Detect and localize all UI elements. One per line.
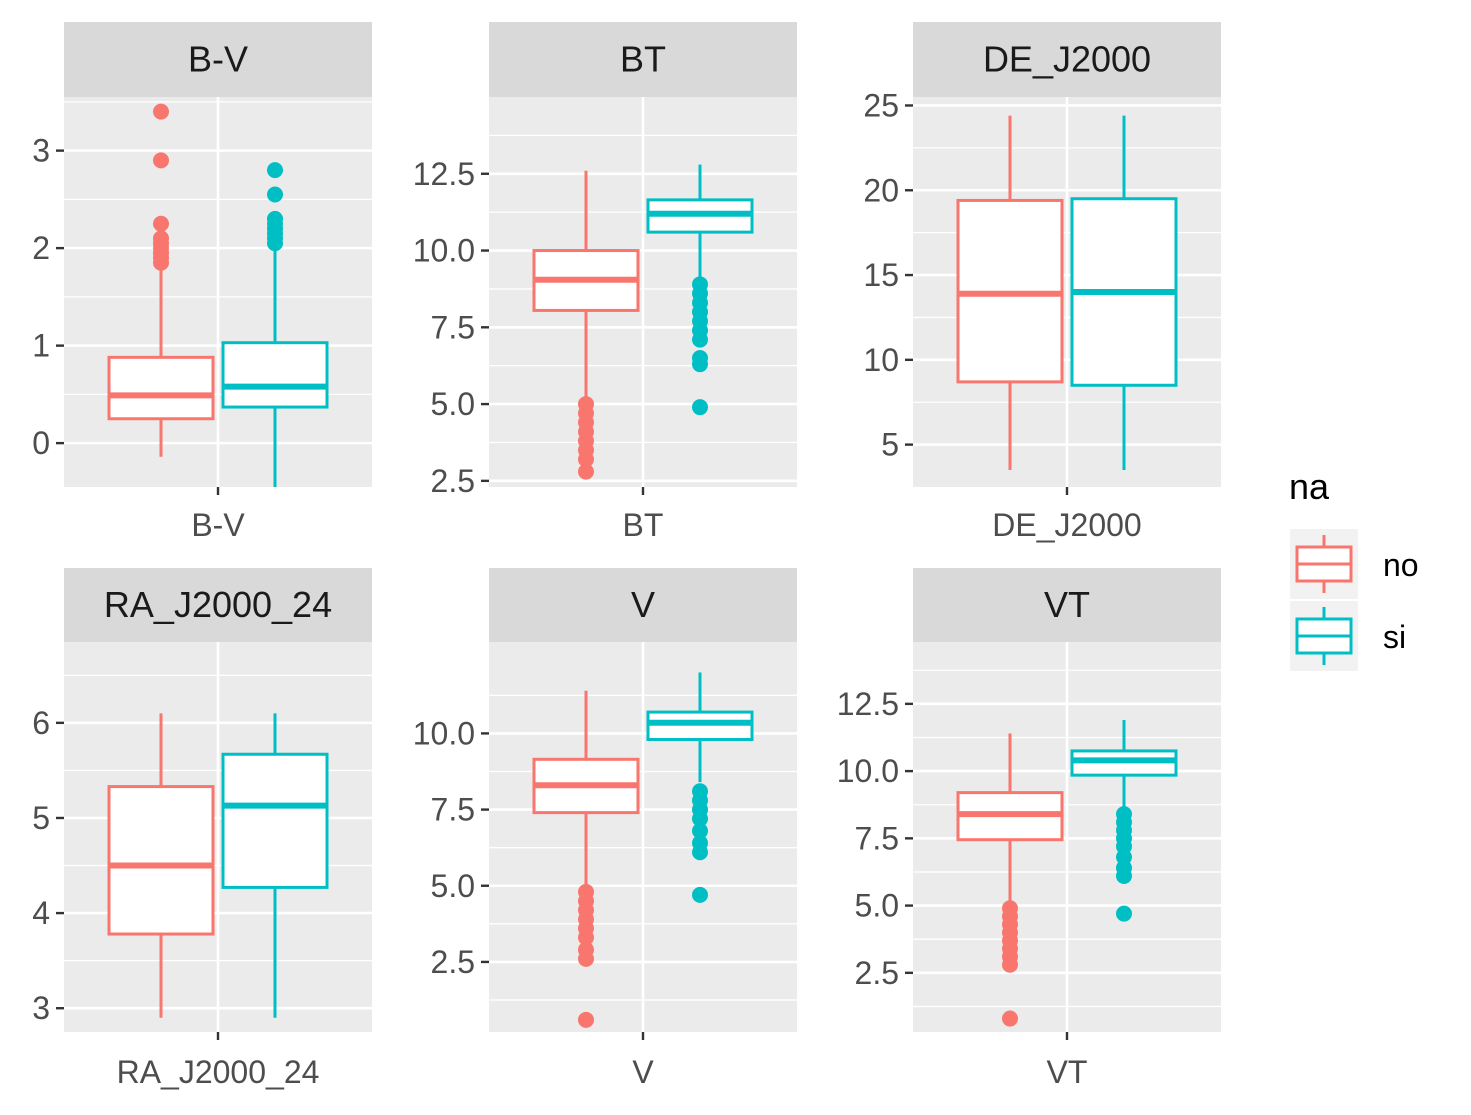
outlier-point [1116,806,1132,823]
x-tick-label: VT [1047,1054,1088,1090]
box-no [532,690,640,1028]
box-si [1070,720,1178,922]
y-tick-label: 12.5 [837,686,899,722]
box-si [646,672,754,903]
y-tick-label: 20 [863,172,899,208]
box-no [956,733,1064,1027]
box-no [532,170,640,480]
panel-strip [913,22,1221,97]
panel-strip [64,22,372,97]
panel-strip [489,568,797,642]
panel-strip [64,568,372,642]
outlier-point [267,210,283,227]
outlier-point [692,399,708,416]
y-tick-label: 10.0 [837,753,899,789]
box-si [1070,115,1178,471]
outlier-point [692,835,708,852]
box-si [221,713,329,1018]
y-tick-label: 10.0 [413,233,475,269]
x-tick-label: V [632,1054,654,1090]
strip-label: V [631,584,655,625]
y-tick-label: 5.0 [855,888,899,924]
panel-ra-j2000-24: RA_J2000_24 3 4 5 6 RA_J2000_24 [32,568,372,1090]
outlier-point [578,1011,594,1028]
y-tick-label: 5 [881,427,899,463]
outlier-point [692,822,708,839]
outlier-point [692,350,708,367]
x-tick-label: DE_J2000 [992,507,1141,543]
panel-de-j2000: DE_J2000 5 10 15 20 25 DE_J2000 [863,22,1221,543]
outlier-point [1002,1010,1018,1027]
box-iqr [107,785,215,936]
outlier-point [1116,905,1132,922]
y-tick-label: 10.0 [413,715,475,751]
outlier-point [692,886,708,903]
y-tick-label: 2.5 [431,463,475,499]
box-iqr [221,341,329,409]
y-tick-label: 25 [863,87,899,123]
x-tick-label: RA_J2000_24 [117,1054,320,1090]
y-tick-label: 0 [32,425,50,461]
outlier-point [153,152,169,169]
strip-label: DE_J2000 [983,39,1151,80]
y-tick-label: 5.0 [431,386,475,422]
strip-label: BT [620,39,666,80]
box-iqr [107,355,215,421]
panel-bt: BT 2.5 5.0 7.5 10.0 12.5 BT [413,22,797,543]
box-iqr [646,710,754,741]
outlier-point [1002,900,1018,917]
y-tick-label: 7.5 [855,820,899,856]
y-tick-label: 5 [32,800,50,836]
y-tick-label: 10 [863,342,899,378]
y-tick-label: 2 [32,230,50,266]
y-tick-label: 12.5 [413,156,475,192]
y-tick-label: 3 [32,133,50,169]
x-tick-label: B-V [191,507,245,543]
outlier-point [267,186,283,203]
outlier-point [578,463,594,480]
box-no [107,103,215,457]
box-si [221,162,329,487]
y-tick-label: 2.5 [431,944,475,980]
panel-strip [913,568,1221,642]
panel-b-v: B-V 0 1 2 3 B-V [32,22,372,543]
strip-label: RA_J2000_24 [104,584,332,625]
y-tick-label: 2.5 [855,955,899,991]
panel-v: V 2.5 5.0 7.5 10.0 V [413,568,797,1090]
legend-entry-si: si [1290,601,1406,671]
outlier-point [153,230,169,247]
outlier-point [153,103,169,120]
legend-label: si [1383,619,1406,655]
strip-label: VT [1044,584,1090,625]
y-tick-label: 1 [32,328,50,364]
outlier-point [267,162,283,179]
y-tick-label: 5.0 [431,868,475,904]
box-no [956,115,1064,471]
x-tick-label: BT [623,507,664,543]
y-tick-label: 4 [32,895,50,931]
y-tick-label: 7.5 [431,792,475,828]
box-no [107,713,215,1018]
box-iqr [221,752,329,889]
legend-entry-no: no [1290,529,1419,599]
legend: na no si [1289,466,1419,671]
y-tick-label: 6 [32,705,50,741]
panel-strip [489,22,797,97]
strip-label: B-V [188,39,248,80]
outlier-point [153,215,169,232]
y-tick-label: 7.5 [431,309,475,345]
y-tick-label: 15 [863,257,899,293]
legend-label: no [1383,547,1419,583]
outlier-point [692,783,708,800]
box-si [646,164,754,416]
outlier-point [578,883,594,900]
outlier-point [578,396,594,413]
y-tick-label: 3 [32,990,50,1026]
outlier-point [578,941,594,958]
legend-title: na [1289,466,1330,507]
panel-vt: VT 2.5 5.0 7.5 10.0 12.5 VT [837,568,1221,1090]
outlier-point [692,276,708,293]
